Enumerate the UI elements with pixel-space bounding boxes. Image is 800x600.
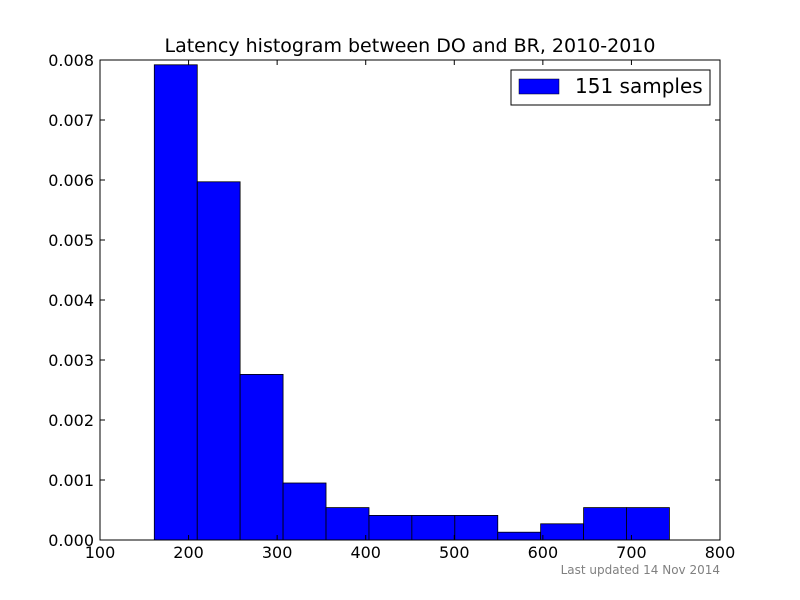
legend: 151 samples bbox=[510, 69, 711, 106]
x-tick-label: 400 bbox=[350, 543, 381, 562]
histogram-bar bbox=[196, 181, 241, 541]
histogram-bar bbox=[583, 507, 627, 541]
y-tick-label: 0.006 bbox=[48, 171, 94, 190]
histogram-bar bbox=[497, 531, 542, 541]
chart-title: Latency histogram between DO and BR, 201… bbox=[165, 35, 656, 57]
y-axis-ticks: 0.000 0.001 0.002 0.003 0.004 0.005 0.006 0.007… bbox=[48, 51, 720, 550]
y-tick-label: 0.000 bbox=[48, 531, 94, 550]
y-tick-label: 0.002 bbox=[48, 411, 94, 430]
x-tick-label: 700 bbox=[616, 543, 647, 562]
histogram-bar bbox=[454, 515, 499, 541]
x-tick-label: 100 bbox=[85, 543, 116, 562]
histogram-bar bbox=[626, 507, 670, 541]
histogram-bar bbox=[540, 523, 585, 541]
histogram-bars bbox=[153, 64, 670, 541]
x-tick-label: 200 bbox=[173, 543, 204, 562]
y-tick-label: 0.007 bbox=[48, 111, 94, 130]
histogram-bar bbox=[239, 373, 284, 541]
y-tick-label: 0.004 bbox=[48, 291, 94, 310]
x-axis-ticks: 100 200 300 400 500 600 700 800 bbox=[85, 60, 736, 562]
last-updated-note: Last updated 14 Nov 2014 bbox=[561, 563, 720, 577]
y-tick-label: 0.005 bbox=[48, 231, 94, 250]
x-tick-label: 300 bbox=[262, 543, 293, 562]
y-tick-label: 0.001 bbox=[48, 471, 94, 490]
legend-label: 151 samples bbox=[575, 74, 703, 98]
x-tick-label: 500 bbox=[439, 543, 470, 562]
y-tick-label: 0.003 bbox=[48, 351, 94, 370]
histogram-bar bbox=[325, 507, 370, 541]
y-tick-label: 0.008 bbox=[48, 51, 94, 70]
histogram-bar bbox=[368, 515, 413, 541]
histogram-bar bbox=[411, 515, 456, 541]
histogram-bar bbox=[282, 482, 327, 541]
legend-swatch bbox=[518, 78, 560, 95]
histogram-bar bbox=[153, 64, 198, 541]
x-tick-label: 800 bbox=[705, 543, 736, 562]
x-tick-label: 600 bbox=[528, 543, 559, 562]
